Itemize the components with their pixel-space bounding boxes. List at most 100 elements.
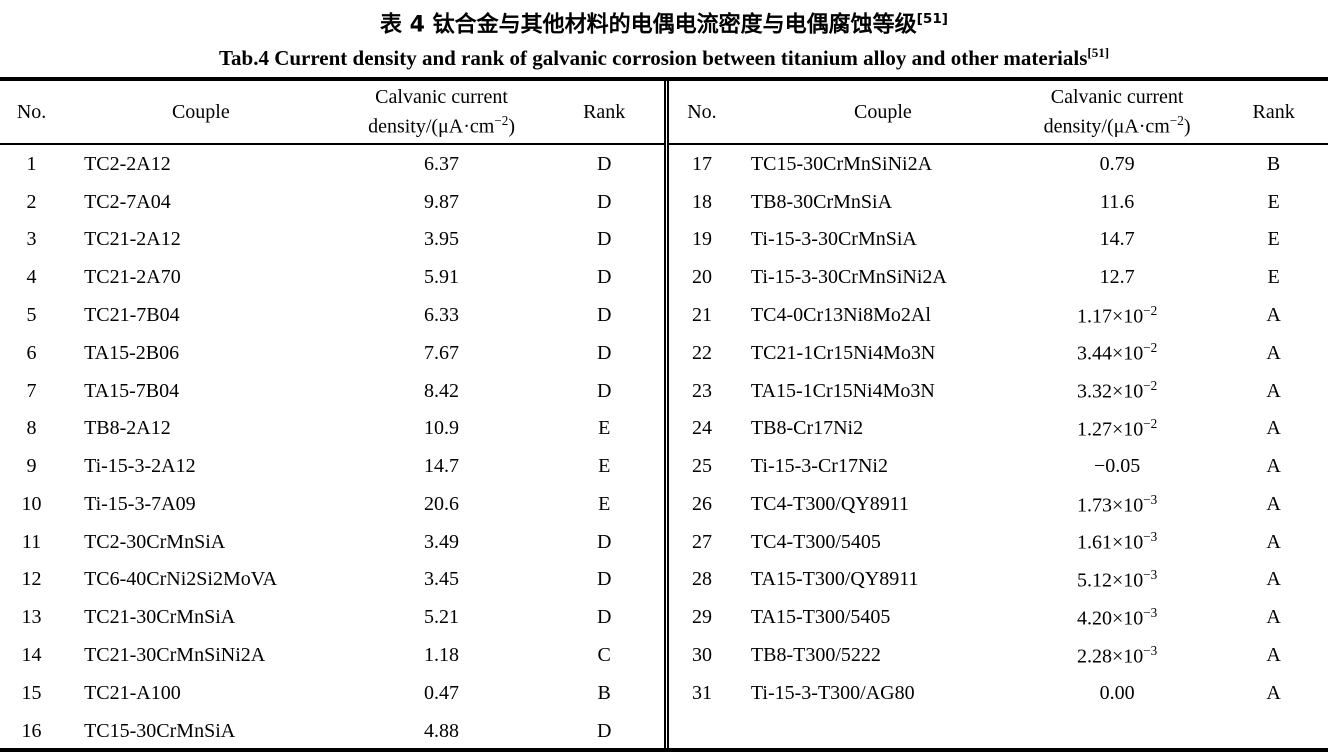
row-rank: E <box>1267 266 1280 289</box>
row-density: 1.18 <box>424 644 460 667</box>
row-couple: TC15-30CrMnSiA <box>84 719 236 742</box>
row-density: 12.7 <box>1099 266 1135 289</box>
row-no: 28 <box>691 568 712 591</box>
row-rank: C <box>597 644 611 667</box>
row-couple: TC2-2A12 <box>84 152 171 175</box>
table-row: 30 TB8-T300/5222 2.28×10−3 A <box>669 637 1328 675</box>
row-no: 9 <box>26 455 37 478</box>
density-header-line1: Calvanic current <box>1050 86 1184 108</box>
citation-ref: [51] <box>916 11 949 27</box>
row-rank: A <box>1266 303 1281 326</box>
row-no: 4 <box>26 266 37 289</box>
row-density: 3.32×10−2 <box>1076 378 1158 403</box>
table-row: 7 TA15-7B04 8.42 D <box>0 372 664 410</box>
row-rank: A <box>1266 341 1281 364</box>
row-no: 30 <box>691 644 712 667</box>
table-row: 29 TA15-T300/5405 4.20×10−3 A <box>669 599 1328 637</box>
table-body-left: 1 TC2-2A12 6.37 D 2 TC2-7A04 9.87 D 3 TC21-2A12 3.… <box>0 145 664 750</box>
table-row: 13 TC21-30CrMnSiA 5.21 D <box>0 599 664 637</box>
row-no: 2 <box>26 190 37 213</box>
table-row: 24 TB8-Cr17Ni2 1.27×10−2 A <box>669 410 1328 448</box>
table-row: 10 Ti-15-3-7A09 20.6 E <box>0 486 664 524</box>
row-density: 9.87 <box>424 190 460 213</box>
row-couple: TC21-30CrMnSiNi2A <box>84 644 266 667</box>
row-density: 10.9 <box>424 417 460 440</box>
row-couple: Ti-15-3-30CrMnSiA <box>750 228 917 251</box>
table-title-en: Tab.4 Current density and rank of galvan… <box>0 40 1328 71</box>
table-row: 27 TC4-T300/5405 1.61×10−3 A <box>669 523 1328 561</box>
row-no: 26 <box>691 492 712 515</box>
density-header-exponent: −2 <box>494 113 509 128</box>
row-density: 1.17×10−2 <box>1076 302 1158 328</box>
row-rank: A <box>1266 681 1281 704</box>
row-density: 1.73×10−3 <box>1076 491 1158 517</box>
row-rank: E <box>598 455 611 478</box>
density-exponent: −2 <box>1143 302 1158 318</box>
density-exponent: −2 <box>1143 340 1158 356</box>
row-density: 3.95 <box>424 228 460 251</box>
row-rank: D <box>596 530 612 553</box>
row-no: 10 <box>21 492 42 515</box>
row-no: 17 <box>691 152 712 175</box>
row-density: 6.37 <box>424 152 460 175</box>
table-row: 12 TC6-40CrNi2Si2MoVA 3.45 D <box>0 561 664 599</box>
row-density: 0.00 <box>1099 681 1135 704</box>
table-row: 1 TC2-2A12 6.37 D <box>0 145 664 183</box>
row-couple: TC4-0Cr13Ni8Mo2Al <box>750 303 931 326</box>
row-no: 21 <box>691 303 712 326</box>
row-no: 11 <box>21 530 42 553</box>
row-density: 5.12×10−3 <box>1076 567 1158 592</box>
row-density: 5.91 <box>424 266 460 289</box>
table-row: 17 TC15-30CrMnSiNi2A 0.79 B <box>669 145 1328 183</box>
row-rank: D <box>596 266 612 289</box>
row-couple: TA15-7B04 <box>84 379 180 402</box>
row-density: 3.44×10−2 <box>1076 340 1158 366</box>
row-couple: Ti-15-3-7A09 <box>84 492 196 515</box>
row-couple: TA15-1Cr15Ni4Mo3N <box>750 379 935 402</box>
table-right-half: No. Couple Calvanic current density/(μA·… <box>664 81 1328 749</box>
row-couple: TB8-T300/5222 <box>750 644 881 667</box>
row-rank: D <box>596 152 612 175</box>
row-no: 15 <box>21 681 42 704</box>
table-row: 21 TC4-0Cr13Ni8Mo2Al 1.17×10−2 A <box>669 297 1328 335</box>
row-rank: E <box>1267 228 1280 251</box>
row-couple: TC21-7B04 <box>84 303 180 326</box>
table-row: 31 Ti-15-3-T300/AG80 0.00 A <box>669 674 1328 712</box>
galvanic-corrosion-table: No. Couple Calvanic current density/(μA·… <box>0 77 1328 752</box>
row-rank: A <box>1266 530 1281 553</box>
table-title-en-text: Tab.4 Current density and rank of galvan… <box>218 46 1088 71</box>
table-row: 25 Ti-15-3-Cr17Ni2 −0.05 A <box>669 448 1328 486</box>
row-density: 11.6 <box>1099 190 1135 213</box>
row-no: 22 <box>691 341 712 364</box>
table-row: 20 Ti-15-3-30CrMnSiNi2A 12.7 E <box>669 259 1328 297</box>
row-couple: TC21-1Cr15Ni4Mo3N <box>750 341 936 364</box>
row-rank: B <box>1266 152 1281 175</box>
row-density: 2.28×10−3 <box>1076 642 1158 668</box>
row-couple: Ti-15-3-30CrMnSiNi2A <box>750 266 947 289</box>
row-couple: TC4-T300/QY8911 <box>750 492 910 515</box>
row-density: 3.45 <box>424 568 460 591</box>
row-no: 13 <box>21 606 42 629</box>
table-row: 11 TC2-30CrMnSiA 3.49 D <box>0 523 664 561</box>
table-row: 23 TA15-1Cr15Ni4Mo3N 3.32×10−2 A <box>669 372 1328 410</box>
row-density: 5.21 <box>424 606 460 629</box>
table-row: 14 TC21-30CrMnSiNi2A 1.18 C <box>0 637 664 675</box>
table-row: 19 Ti-15-3-30CrMnSiA 14.7 E <box>669 221 1328 259</box>
table-row: 6 TA15-2B06 7.67 D <box>0 334 664 372</box>
density-header-exponent: −2 <box>1169 113 1184 128</box>
density-exponent: −3 <box>1143 491 1158 507</box>
table-row: 8 TB8-2A12 10.9 E <box>0 410 664 448</box>
col-header-rank: Rank <box>1252 100 1295 123</box>
row-density: 14.7 <box>424 455 460 478</box>
row-density: 0.47 <box>424 681 460 704</box>
density-header-line1: Calvanic current <box>375 86 508 108</box>
density-exponent: −3 <box>1143 642 1158 658</box>
row-couple: TC21-A100 <box>84 681 181 704</box>
row-couple: TC6-40CrNi2Si2MoVA <box>84 568 278 591</box>
row-couple: TA15-2B06 <box>84 341 180 364</box>
row-rank: A <box>1266 417 1281 440</box>
row-couple: TC21-30CrMnSiA <box>84 606 236 629</box>
row-density: 8.42 <box>424 379 460 402</box>
density-exponent: −2 <box>1143 378 1158 394</box>
